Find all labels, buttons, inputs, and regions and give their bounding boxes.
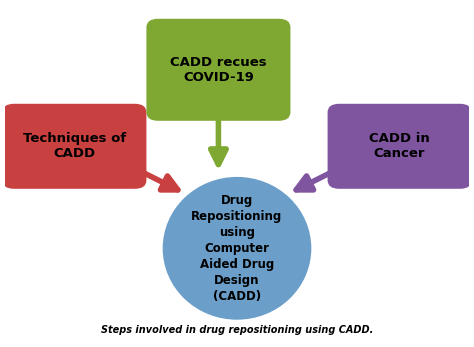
FancyBboxPatch shape bbox=[2, 104, 146, 189]
Text: CADD in
Cancer: CADD in Cancer bbox=[369, 132, 430, 160]
Text: Techniques of
CADD: Techniques of CADD bbox=[23, 132, 126, 160]
FancyBboxPatch shape bbox=[328, 104, 472, 189]
Text: CADD recues
COVID-19: CADD recues COVID-19 bbox=[170, 56, 267, 84]
Text: Steps involved in drug repositioning using CADD.: Steps involved in drug repositioning usi… bbox=[101, 325, 373, 335]
FancyBboxPatch shape bbox=[146, 19, 291, 121]
Text: Drug
Repositioning
using
Computer
Aided Drug
Design
(CADD): Drug Repositioning using Computer Aided … bbox=[191, 194, 283, 303]
Ellipse shape bbox=[163, 177, 311, 320]
